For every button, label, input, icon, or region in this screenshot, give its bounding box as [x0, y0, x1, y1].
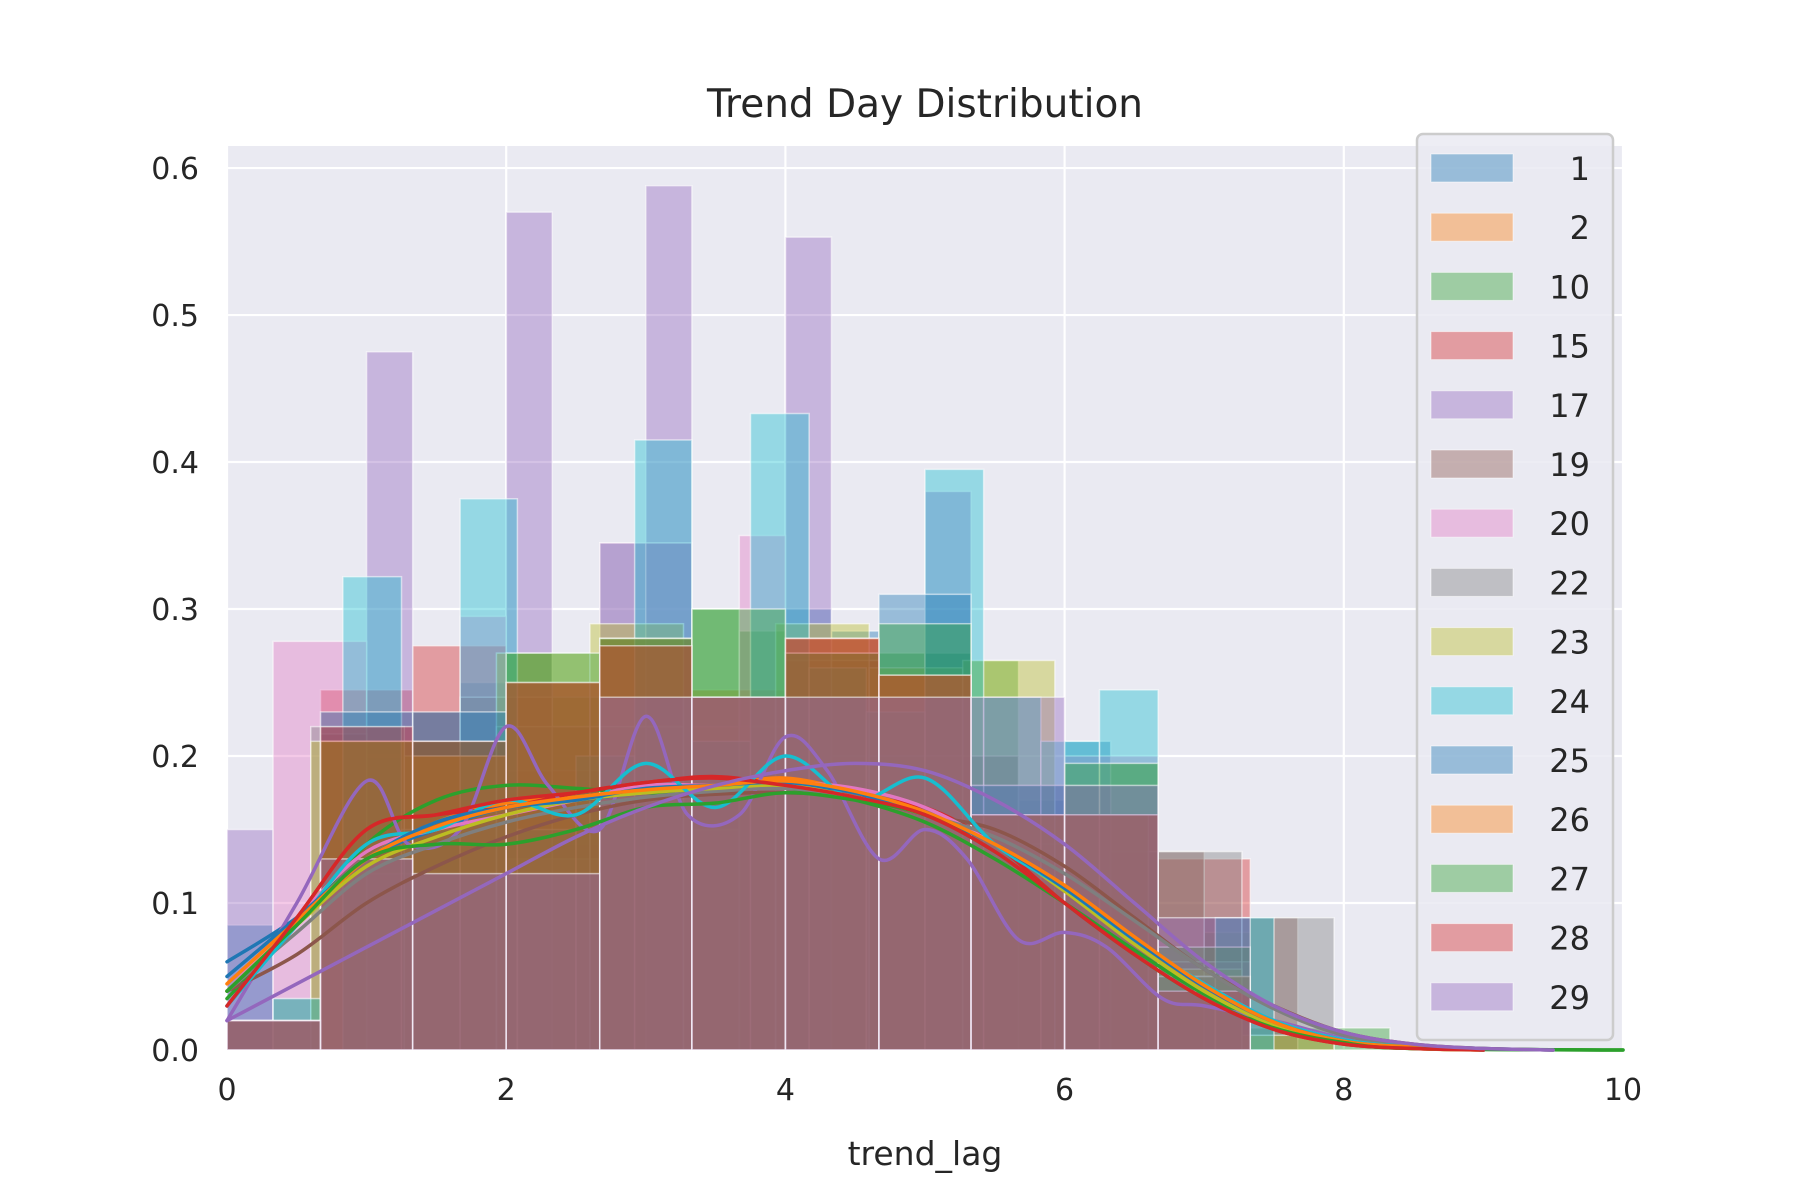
x-tick-label: 6	[1055, 1073, 1074, 1108]
series-23-bars	[310, 622, 1335, 1051]
histogram-bar	[505, 858, 601, 1051]
legend-swatch-15	[1430, 331, 1514, 361]
y-tick-label: 0.6	[151, 152, 199, 187]
histogram-bar	[691, 696, 787, 1051]
x-tick-label: 2	[497, 1073, 516, 1108]
histogram-bar	[1063, 814, 1159, 1051]
legend-label-26: 26	[1549, 801, 1590, 839]
legend-swatch-20	[1430, 508, 1514, 538]
series-27-bars	[226, 608, 1252, 1051]
series-26-kde-line	[225, 779, 1486, 1052]
x-tick-label: 0	[217, 1073, 236, 1108]
histogram-bar	[505, 652, 601, 1051]
histogram-bar	[924, 468, 985, 1051]
legend-label-2: 2	[1570, 209, 1590, 247]
y-tick-label: 0.2	[151, 740, 199, 775]
histogram-bar	[459, 498, 519, 1051]
histogram-bar	[878, 674, 972, 1051]
series-28-bars	[226, 637, 1252, 1051]
histogram-bar	[319, 711, 414, 1051]
histogram-bar	[1098, 689, 1159, 1051]
histogram-bar	[226, 1019, 322, 1051]
histogram-bar	[682, 696, 777, 1051]
legend-label-25: 25	[1549, 742, 1590, 780]
kde-lines	[225, 714, 1625, 1052]
histogram-bar	[226, 1019, 322, 1051]
legend-label-24: 24	[1549, 683, 1590, 721]
legend-swatch-23	[1430, 627, 1514, 657]
histogram-bar	[691, 828, 741, 1051]
series-29-kde-line	[225, 761, 1555, 1052]
histogram-bar	[878, 674, 972, 1051]
legend-swatch-27	[1430, 863, 1514, 893]
x-tick-label: 8	[1334, 1073, 1353, 1108]
legend-swatch-19	[1430, 449, 1514, 479]
legend-label-1: 1	[1570, 150, 1590, 188]
x-axis-ticks: 0 2 4 6 8 10	[217, 1073, 1642, 1108]
legend-label-27: 27	[1549, 860, 1590, 898]
series-17-kde-line	[225, 714, 1486, 1052]
y-tick-label: 0.0	[151, 1034, 199, 1069]
histogram-bar	[830, 630, 880, 1051]
y-axis-ticks: 0.0 0.1 0.2 0.3 0.4 0.5 0.6	[151, 152, 199, 1069]
legend: 1 2 10 15 17 19 20 22 23 24 25 26 27 28 29	[1415, 132, 1615, 1042]
legend-swatch-28	[1430, 923, 1514, 953]
x-tick-label: 10	[1604, 1073, 1642, 1108]
chart-title: Trend Day Distribution	[706, 82, 1143, 127]
y-tick-label: 0.4	[151, 446, 199, 481]
histogram-bar	[1063, 814, 1159, 1051]
series-25-bars	[226, 593, 1252, 1051]
legend-label-28: 28	[1549, 920, 1590, 958]
legend-swatch-24	[1430, 686, 1514, 716]
histogram-bar	[784, 637, 880, 1051]
histogram-bar	[738, 696, 787, 1051]
y-tick-label: 0.5	[151, 299, 199, 334]
legend-swatch-10	[1430, 271, 1514, 301]
histogram-bar	[784, 637, 880, 1051]
legend-swatch-17	[1430, 390, 1514, 420]
legend-label-15: 15	[1549, 328, 1590, 366]
histogram-bar	[598, 645, 693, 1051]
legend-swatch-26	[1430, 804, 1514, 834]
legend-label-17: 17	[1549, 387, 1590, 425]
histogram-bar	[589, 622, 685, 1051]
histogram-bar	[682, 696, 777, 1051]
series-28-kde-line	[225, 776, 1486, 1052]
legend-label-20: 20	[1549, 505, 1590, 543]
histogram-bar	[598, 637, 693, 1051]
legend-label-19: 19	[1549, 446, 1590, 484]
legend-swatch-2	[1430, 212, 1514, 242]
histogram-bar	[598, 696, 693, 1051]
histogram-bar	[1063, 814, 1159, 1051]
legend-swatch-25	[1430, 745, 1514, 775]
y-tick-label: 0.3	[151, 593, 199, 628]
legend-label-10: 10	[1549, 268, 1590, 306]
legend-swatch-29	[1430, 982, 1514, 1012]
legend-swatch-1	[1430, 153, 1514, 183]
histogram-bar	[738, 630, 787, 1051]
histogram-bar	[505, 872, 601, 1051]
legend-label-23: 23	[1549, 624, 1590, 662]
histogram-bar	[598, 637, 693, 1051]
histogram-bar	[784, 696, 880, 1051]
x-tick-label: 4	[776, 1073, 795, 1108]
histogram-bar	[808, 667, 868, 1051]
histogram-bar	[1063, 784, 1159, 1051]
legend-box	[1415, 132, 1615, 1042]
legend-label-22: 22	[1549, 564, 1590, 602]
histogram-bar	[691, 799, 741, 1051]
histogram-bar	[878, 696, 972, 1051]
legend-label-29: 29	[1549, 979, 1590, 1017]
histogram-bar	[403, 740, 498, 1051]
histogram-bar	[400, 828, 461, 1051]
histogram-bar	[784, 652, 880, 1051]
histogram-bar	[774, 622, 870, 1051]
legend-swatch-22	[1430, 567, 1514, 597]
histogram-bar	[691, 608, 787, 1051]
histogram-bar	[749, 412, 810, 1051]
y-tick-label: 0.1	[151, 887, 199, 922]
x-axis-label: trend_lag	[848, 1134, 1003, 1173]
